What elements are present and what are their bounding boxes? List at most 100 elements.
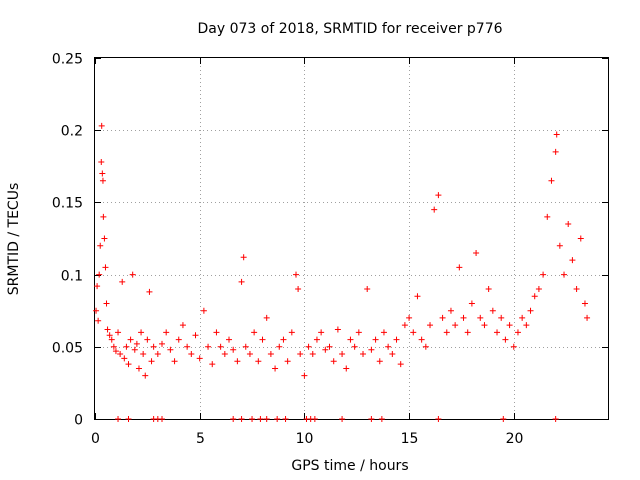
- data-point: [175, 336, 182, 343]
- data-point: [259, 336, 266, 343]
- y-tick-label: 0.05: [52, 341, 83, 357]
- data-point: [272, 365, 279, 372]
- data-point: [569, 257, 576, 264]
- x-tick-label: 20: [506, 431, 524, 447]
- data-point: [468, 300, 475, 307]
- data-point: [422, 343, 429, 350]
- x-tick-label: 15: [401, 431, 419, 447]
- data-point: [142, 372, 149, 379]
- data-point: [131, 346, 138, 353]
- data-point: [485, 286, 492, 293]
- data-point: [99, 177, 106, 184]
- data-point: [119, 278, 126, 285]
- data-point: [98, 158, 105, 165]
- data-point: [188, 351, 195, 358]
- data-point: [205, 343, 212, 350]
- data-point: [125, 361, 132, 368]
- data-point: [284, 358, 291, 365]
- data-point: [355, 329, 362, 336]
- data-point: [418, 336, 425, 343]
- data-point: [577, 235, 584, 242]
- data-point: [347, 336, 354, 343]
- data-point: [531, 293, 538, 300]
- data-point: [282, 416, 289, 422]
- data-point: [435, 192, 442, 199]
- data-point: [443, 329, 450, 336]
- data-point: [309, 351, 316, 358]
- data-point: [473, 249, 480, 256]
- data-point: [125, 416, 132, 422]
- data-point: [464, 329, 471, 336]
- y-axis-label: SRMTID / TECUs: [6, 183, 22, 296]
- data-point: [263, 416, 270, 422]
- data-point: [368, 346, 375, 353]
- data-point: [385, 343, 392, 350]
- data-point: [447, 307, 454, 314]
- data-point: [238, 416, 245, 422]
- x-tick-label: 0: [91, 431, 100, 447]
- data-point: [295, 286, 302, 293]
- data-point: [267, 351, 274, 358]
- y-tick-label: 0.2: [61, 124, 83, 140]
- ticks: 0 0.05 0.1 0.15 0.2 0.25 0 5 10 15 20: [52, 52, 608, 447]
- data-point: [288, 329, 295, 336]
- data-point: [255, 358, 262, 365]
- data-point: [276, 343, 283, 350]
- data-point: [498, 314, 505, 321]
- data-point: [106, 332, 113, 339]
- data-point: [502, 336, 509, 343]
- data-point: [280, 336, 287, 343]
- data-point: [435, 416, 442, 422]
- data-point: [242, 343, 249, 350]
- data-point: [527, 307, 534, 314]
- data-point: [150, 343, 157, 350]
- data-point: [573, 286, 580, 293]
- data-point: [93, 307, 100, 314]
- data-point: [326, 343, 333, 350]
- data-point: [565, 221, 572, 228]
- x-axis-label: GPS time / hours: [291, 458, 408, 474]
- data-point: [548, 177, 555, 184]
- y-tick-label: 0: [74, 413, 83, 429]
- data-point: [401, 322, 408, 329]
- data-point: [159, 416, 166, 422]
- data-point: [95, 317, 102, 324]
- data-point: [274, 416, 281, 422]
- data-point: [221, 351, 228, 358]
- data-point: [226, 336, 233, 343]
- data-point: [246, 351, 253, 358]
- data-point: [213, 329, 220, 336]
- data-point: [372, 336, 379, 343]
- data-point: [234, 358, 241, 365]
- data-point: [339, 351, 346, 358]
- data-point: [138, 329, 145, 336]
- data-point: [209, 361, 216, 368]
- data-point: [99, 170, 106, 177]
- data-point: [581, 300, 588, 307]
- data-point: [146, 288, 153, 295]
- data-point: [540, 271, 547, 278]
- x-tick-label: 10: [296, 431, 314, 447]
- data-point: [477, 314, 484, 321]
- data-point: [100, 213, 107, 220]
- data-point: [389, 351, 396, 358]
- data-point: [489, 307, 496, 314]
- data-point: [249, 416, 256, 422]
- data-point: [305, 343, 312, 350]
- data-point: [343, 365, 350, 372]
- data-point: [192, 332, 199, 339]
- data-point: [123, 343, 130, 350]
- data-point: [257, 416, 264, 422]
- data-point: [293, 271, 300, 278]
- data-point: [171, 358, 178, 365]
- data-point: [406, 314, 413, 321]
- data-point: [301, 372, 308, 379]
- data-point: [238, 278, 245, 285]
- data-point: [414, 293, 421, 300]
- data-point: [523, 322, 530, 329]
- data-point: [452, 322, 459, 329]
- data-point: [481, 322, 488, 329]
- data-point: [98, 122, 105, 129]
